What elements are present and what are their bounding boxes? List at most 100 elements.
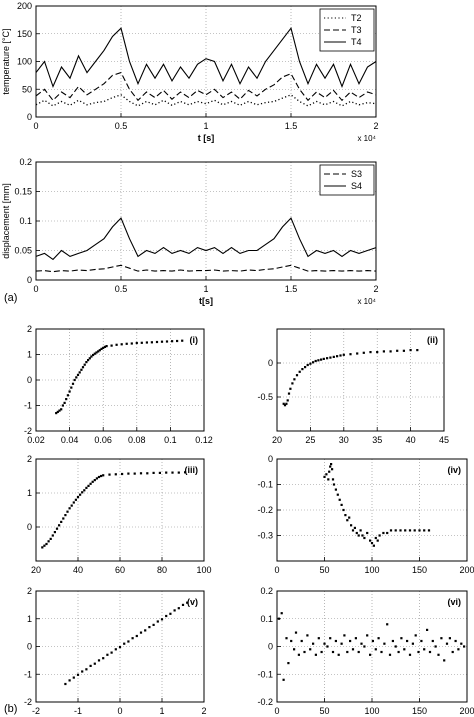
- scatter-point: [457, 648, 460, 651]
- scatter-point: [386, 531, 389, 535]
- scatter-point: [448, 637, 451, 640]
- x-axis-label: t [s]: [198, 133, 215, 143]
- scatter-point: [366, 634, 369, 637]
- scatter-point: [293, 648, 296, 651]
- x-tick-label: -2: [32, 706, 40, 716]
- scatter-point: [282, 402, 285, 405]
- scatter-point: [41, 546, 44, 549]
- scatter-point: [340, 642, 343, 645]
- scatter-point: [177, 607, 180, 610]
- scatter-point: [402, 349, 405, 352]
- scatter-point: [380, 650, 383, 654]
- scatter-point: [165, 614, 168, 618]
- scatter-point: [349, 639, 352, 643]
- scatter-point: [56, 410, 59, 413]
- y-tick-label: -1: [24, 401, 32, 411]
- scatter-point: [351, 648, 355, 651]
- scatter-point: [327, 478, 330, 481]
- scatter-point: [357, 650, 360, 654]
- legend: T2 T3 T4: [319, 8, 375, 52]
- scatter-point: [382, 531, 385, 535]
- scatter-point: [349, 353, 352, 356]
- scatter-point: [135, 341, 138, 345]
- x-tick-label: 35: [372, 435, 382, 445]
- scatter-point: [289, 387, 292, 390]
- scatter-point: [108, 473, 111, 476]
- scatter-point: [55, 412, 58, 415]
- scatter-point: [95, 351, 98, 354]
- scatter-point: [123, 642, 126, 645]
- scatter-point: [93, 479, 96, 482]
- scatter-point: [295, 374, 299, 377]
- scatter-point: [127, 640, 130, 643]
- scatter-point: [165, 340, 169, 343]
- scatter-point: [76, 673, 80, 676]
- scatter-point: [88, 357, 91, 360]
- scatter-point: [431, 639, 434, 643]
- scatter-point: [317, 637, 320, 640]
- y-tick-label: 0.1: [260, 614, 273, 624]
- scatter-point: [454, 639, 457, 643]
- scatter-point: [306, 634, 309, 637]
- scatter-point: [383, 642, 386, 645]
- scatter-point: [298, 370, 301, 373]
- series-T4: [35, 26, 377, 89]
- scatter-point: [60, 520, 63, 523]
- scatter-point: [120, 343, 123, 346]
- scatter-point: [130, 342, 133, 345]
- scatter-point: [443, 659, 446, 662]
- scatter-point: [146, 472, 149, 475]
- scatter-point: [85, 361, 88, 364]
- scatter-point: [400, 637, 403, 640]
- scatter-point: [356, 352, 359, 355]
- y-tick-label: 1: [27, 350, 32, 360]
- x-multiplier: x 10⁴: [357, 297, 376, 306]
- legend-label-T3: T3: [351, 25, 362, 35]
- y-tick-label: 100: [17, 57, 32, 67]
- scatter-point: [102, 474, 105, 477]
- scatter-point: [110, 344, 113, 347]
- scatter-point: [70, 504, 73, 507]
- scatter-point: [369, 653, 372, 656]
- scatter-point: [320, 358, 323, 361]
- scatter-point: [294, 631, 298, 634]
- scatter-point: [397, 650, 400, 654]
- scatter-point: [344, 514, 347, 517]
- scatter-point: [359, 529, 362, 532]
- legend-label-S3: S3: [351, 169, 362, 179]
- x-tick-label: -1: [74, 706, 82, 716]
- x-tick-label: 150: [412, 565, 427, 575]
- x-tick-label: 100: [364, 565, 379, 575]
- scatter-point: [173, 609, 176, 612]
- y-tick-label: 0.2: [19, 157, 32, 167]
- x-tick-label: 50: [319, 565, 329, 575]
- scatter-point: [291, 382, 294, 385]
- scatter-point: [169, 612, 172, 615]
- scatter-point: [428, 650, 432, 654]
- scatter-point: [89, 664, 92, 667]
- x-tick-label: 50: [319, 706, 329, 716]
- scatter-point: [326, 645, 329, 648]
- scatter-point: [72, 501, 75, 504]
- scatter-point: [171, 471, 174, 474]
- scatter-point: [92, 353, 95, 357]
- scatter-point: [336, 493, 339, 496]
- x-tick-label: 2: [201, 706, 206, 716]
- x-tick-label: 2: [373, 121, 378, 131]
- scatter-point: [332, 483, 336, 486]
- x-tick-label: 0.5: [115, 284, 128, 294]
- scatter-point: [72, 676, 75, 679]
- scatter-point: [403, 648, 406, 651]
- x-tick-label: 100: [196, 565, 211, 575]
- scatter-point: [102, 346, 105, 349]
- scatter-point: [342, 353, 345, 356]
- scatter-point: [277, 617, 280, 620]
- scatter-point: [285, 402, 288, 405]
- scatter-point: [331, 468, 334, 471]
- y-tick-label: -0.3: [257, 531, 273, 541]
- x-tick-label: 20: [272, 435, 282, 445]
- scatter-point: [325, 473, 328, 476]
- scatter-point: [131, 637, 134, 640]
- x-tick-label: 45: [439, 435, 449, 445]
- scatter-point: [91, 480, 94, 483]
